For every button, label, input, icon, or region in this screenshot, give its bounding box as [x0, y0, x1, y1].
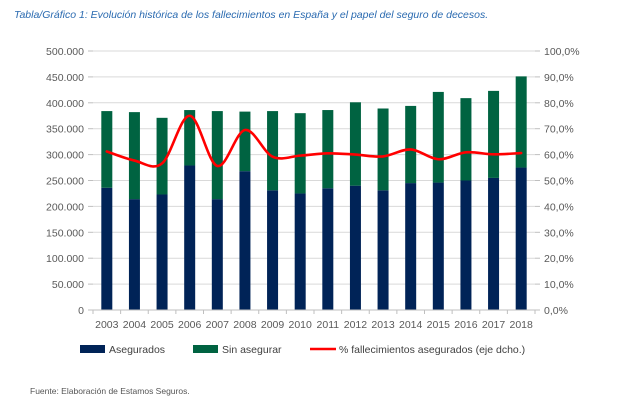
legend-label-pct: % fallecimientos asegurados (eje dcho.) — [339, 344, 525, 356]
bar-sin-asegurar — [239, 111, 251, 172]
y2-tick-label: 30,0% — [544, 227, 574, 239]
x-tick-label: 2018 — [510, 319, 534, 331]
x-tick-label: 2016 — [454, 319, 478, 331]
y2-tick-label: 80,0% — [544, 98, 574, 110]
legend-swatch-sin-asegurar — [193, 345, 218, 353]
source-note: Fuente: Elaboración de Estamos Seguros. — [30, 386, 190, 396]
y-tick-label: 250.000 — [46, 176, 84, 188]
legend-label-sin-asegurar: Sin asegurar — [222, 344, 282, 356]
bar-asegurados — [405, 183, 417, 310]
chart-title: Tabla/Gráfico 1: Evolución histórica de … — [14, 9, 489, 21]
y2-tick-label: 70,0% — [544, 124, 574, 136]
bar-sin-asegurar — [101, 111, 113, 188]
bar-asegurados — [432, 182, 444, 310]
bar-asegurados — [239, 171, 251, 310]
bar-asegurados — [377, 190, 389, 310]
legend: Asegurados Sin asegurar % fallecimientos a… — [80, 344, 525, 356]
y2-tick-label: 10,0% — [544, 279, 574, 291]
x-tick-label: 2014 — [399, 319, 423, 331]
x-tick-label: 2013 — [371, 319, 395, 331]
y2-tick-label: 50,0% — [544, 176, 574, 188]
bar-sin-asegurar — [294, 113, 306, 194]
bar-sin-asegurar — [377, 108, 389, 191]
bar-sin-asegurar — [211, 111, 223, 200]
bar-asegurados — [267, 190, 279, 310]
bar-asegurados — [322, 188, 334, 310]
bar-asegurados — [128, 199, 140, 310]
bar-sin-asegurar — [515, 76, 527, 168]
x-tick-label: 2007 — [206, 319, 230, 331]
y-tick-label: 50.000 — [52, 279, 84, 291]
x-tick-label: 2003 — [95, 319, 119, 331]
bars — [101, 76, 527, 310]
y2-tick-label: 100,0% — [544, 46, 580, 58]
x-tick-label: 2009 — [261, 319, 285, 331]
pct-line-group — [105, 114, 523, 168]
y-tick-label: 450.000 — [46, 72, 84, 84]
bar-sin-asegurar — [156, 117, 168, 195]
y2-tick-label: 40,0% — [544, 201, 574, 213]
x-tick-label: 2012 — [344, 319, 368, 331]
x-tick-label: 2006 — [178, 319, 202, 331]
y-tick-label: 400.000 — [46, 98, 84, 110]
legend-swatch-asegurados — [80, 345, 105, 353]
x-tick-label: 2017 — [482, 319, 506, 331]
axes: 0 50.000 100.000 150.000 200.000 250.000 300.0… — [46, 46, 580, 331]
bar-sin-asegurar — [405, 105, 417, 184]
y2-tick-label: 0,0% — [544, 305, 568, 317]
x-tick-label: 2015 — [427, 319, 451, 331]
bar-asegurados — [101, 187, 113, 310]
x-tick-label: 2010 — [289, 319, 313, 331]
x-tick-label: 2005 — [150, 319, 174, 331]
y2-tick-label: 60,0% — [544, 150, 574, 162]
y-tick-label: 150.000 — [46, 227, 84, 239]
bar-asegurados — [515, 167, 527, 310]
pct-line — [105, 114, 523, 168]
bar-asegurados — [184, 165, 196, 310]
stacked-bar-line-chart: 0 50.000 100.000 150.000 200.000 250.000 300.0… — [46, 46, 580, 356]
y-tick-label: 200.000 — [46, 201, 84, 213]
bar-sin-asegurar — [128, 112, 140, 200]
bar-sin-asegurar — [184, 110, 196, 166]
bar-asegurados — [211, 199, 223, 310]
y-tick-label: 500.000 — [46, 46, 84, 58]
x-tick-label: 2011 — [317, 319, 340, 331]
y-tick-label: 0 — [78, 305, 84, 317]
bar-sin-asegurar — [460, 98, 472, 181]
bar-sin-asegurar — [488, 90, 500, 178]
y-tick-label: 350.000 — [46, 124, 84, 136]
bar-sin-asegurar — [349, 102, 361, 186]
y-tick-label: 300.000 — [46, 150, 84, 162]
y-tick-label: 100.000 — [46, 253, 84, 265]
x-tick-label: 2004 — [123, 319, 147, 331]
bar-asegurados — [294, 193, 306, 310]
y2-tick-label: 90,0% — [544, 72, 574, 84]
bar-sin-asegurar — [432, 91, 444, 183]
bar-asegurados — [488, 177, 500, 310]
x-tick-label: 2008 — [233, 319, 257, 331]
bar-sin-asegurar — [267, 111, 279, 191]
bar-asegurados — [460, 180, 472, 310]
legend-label-asegurados: Asegurados — [109, 344, 165, 356]
bar-asegurados — [349, 185, 361, 310]
y2-tick-label: 20,0% — [544, 253, 574, 265]
bar-asegurados — [156, 194, 168, 310]
bar-sin-asegurar — [322, 110, 334, 189]
